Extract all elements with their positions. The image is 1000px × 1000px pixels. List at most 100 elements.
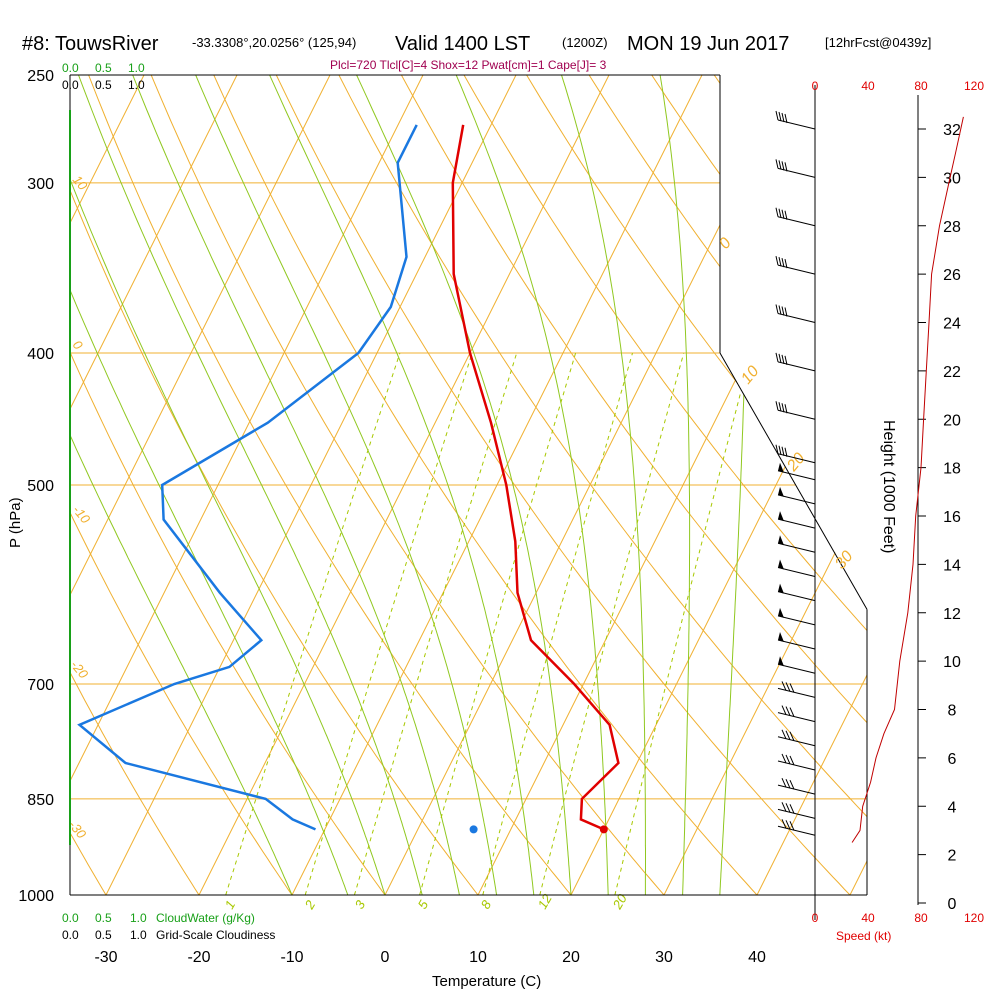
barb-feather [775, 207, 779, 217]
speed-axis-label: Speed (kt) [836, 929, 891, 943]
height-tick-26: 26 [943, 267, 961, 284]
mixing-ratio-label-8: 8 [478, 897, 495, 911]
dewpoint-line [77, 124, 418, 831]
p-tick-500: 500 [27, 478, 54, 495]
pressure-tick-labels: 250 300 400 500 700 850 1000 [18, 68, 54, 905]
mixing-ratio-label-20: 20 [609, 891, 630, 913]
height-tick-12: 12 [943, 606, 961, 623]
x-tick--10: -10 [280, 949, 303, 966]
barb-feather [778, 257, 782, 267]
cloudwater-label: CloudWater (g/Kg) [156, 911, 255, 925]
barb-feather [778, 353, 782, 363]
wind-speed-line [851, 116, 964, 843]
barb-feather [781, 306, 785, 316]
x-tick-30: 30 [655, 949, 673, 966]
barb-staff [777, 736, 816, 747]
wind-barb [777, 681, 816, 698]
dry-adiabat-label--20: -20 [68, 657, 92, 682]
barb-feather [781, 258, 785, 268]
wind-barb [775, 256, 816, 275]
moist-adiabat-0 [70, 177, 386, 895]
height-tick-6: 6 [948, 751, 957, 768]
height-tick-30: 30 [943, 170, 961, 187]
barb-pennant [778, 656, 784, 667]
mixing-ratio-label-5: 5 [415, 897, 432, 911]
barb-feather [781, 209, 785, 219]
wind-barb [775, 304, 816, 323]
height-tick-10: 10 [943, 654, 961, 671]
height-tick-24: 24 [943, 316, 961, 333]
barb-feather [784, 404, 788, 414]
mixing-ratio-1 [225, 352, 401, 895]
wind-barb [777, 583, 816, 602]
valid-zulu: (1200Z) [562, 35, 608, 50]
dry-adiabat-30 [150, 75, 665, 895]
valid-date: MON 19 Jun 2017 [627, 33, 789, 55]
barb-feather [781, 681, 787, 691]
speed-tick-bottom-0: 0 [812, 911, 819, 925]
svg-text:0.0: 0.0 [62, 61, 79, 75]
barb-staff [777, 566, 816, 577]
barb-staff [777, 784, 816, 795]
dry-adiabat-60 [338, 75, 867, 818]
isotherm-60 [943, 75, 1000, 895]
temperature-line [451, 124, 620, 831]
upper-right-mask [719, 75, 868, 610]
barb-feather [781, 819, 787, 829]
barb-feather [785, 754, 791, 765]
barb-staff [777, 494, 816, 505]
x-tick-40: 40 [748, 949, 766, 966]
height-tick-32: 32 [943, 122, 961, 139]
wind-barb [777, 535, 816, 553]
isotherm-30 [663, 487, 867, 895]
barb-staff [777, 663, 816, 674]
mixing-ratio-5 [419, 352, 577, 895]
speed-ticks-bottom: 0 40 80 120 [812, 911, 985, 925]
svg-text:0.5: 0.5 [95, 928, 112, 942]
barb-feather [775, 159, 779, 169]
barb-staff [777, 687, 816, 698]
barb-feather [775, 110, 779, 121]
barb-pennant [778, 535, 784, 546]
p-tick-850: 850 [27, 792, 54, 809]
mixing-ratio-label-1: 1 [222, 898, 239, 912]
moist-adiabat-16 [269, 75, 535, 895]
dry-adiabat-70 [400, 75, 867, 724]
barb-staff [777, 760, 816, 771]
speed-tick-bottom-40: 40 [861, 911, 875, 925]
dry-adiabat-10 [70, 188, 479, 895]
y-axis-label: P (hPa) [7, 497, 24, 548]
barb-staff [777, 518, 816, 529]
barb-feather [781, 753, 787, 764]
mixing-ratio-2 [304, 352, 473, 895]
dry-adiabat-label--10: -10 [70, 502, 94, 527]
cloudiness-scale-top: 0.0 0.5 1.0 [62, 78, 145, 92]
station-coords: -33.3308°,20.0256° (125,94) [192, 35, 356, 50]
isotherm-40 [756, 673, 867, 895]
barb-feather [778, 111, 782, 122]
svg-text:0.5: 0.5 [95, 61, 112, 75]
barb-feather [778, 305, 782, 315]
speed-tick-top-40: 40 [861, 79, 875, 93]
valid-time: Valid 1400 LST [395, 33, 530, 55]
barb-feather [784, 113, 788, 124]
wind-barb [777, 705, 816, 723]
surface-temperature-dot [599, 825, 608, 834]
svg-text:1.0: 1.0 [130, 911, 147, 925]
speed-tick-top-80: 80 [914, 79, 928, 93]
dry-adiabat-90 [526, 75, 867, 542]
speed-ticks-top: 0 40 80 120 [812, 79, 985, 93]
barb-feather [775, 304, 779, 314]
x-tick--30: -30 [94, 949, 117, 966]
height-tick-0: 0 [948, 896, 957, 913]
dry-adiabat-150 [883, 51, 1000, 924]
wind-barb [777, 802, 816, 819]
height-tick-4: 4 [948, 799, 957, 816]
surface-dewpoint-dot [469, 825, 478, 834]
height-tick-20: 20 [943, 412, 961, 429]
x-tick--20: -20 [187, 949, 210, 966]
dry-adiabat-40 [213, 75, 758, 895]
p-tick-250: 250 [27, 68, 54, 85]
forecast-info: [12hrFcst@0439z] [825, 35, 931, 50]
wind-barb [777, 607, 816, 626]
